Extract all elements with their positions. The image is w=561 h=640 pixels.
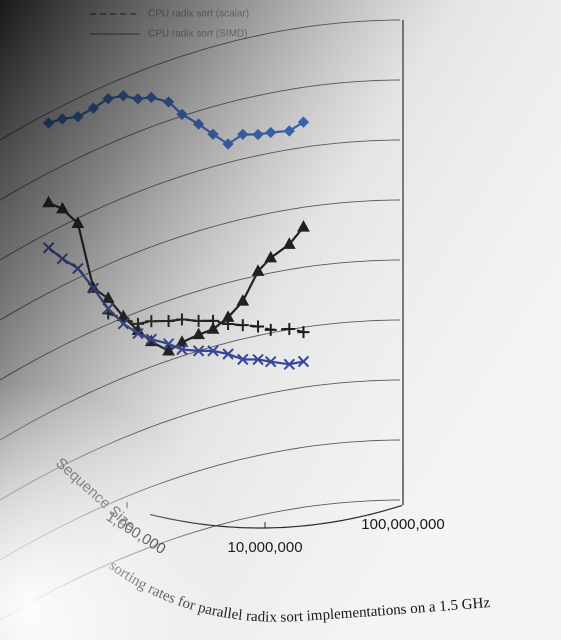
x-tick-label: 10,000,000 (227, 539, 302, 556)
legend-label: CPU radix sort (scalar) (148, 9, 249, 20)
legend-label: CPU radix sort (SIMD) (148, 29, 247, 40)
x-tick-label: 100,000,000 (361, 516, 444, 533)
